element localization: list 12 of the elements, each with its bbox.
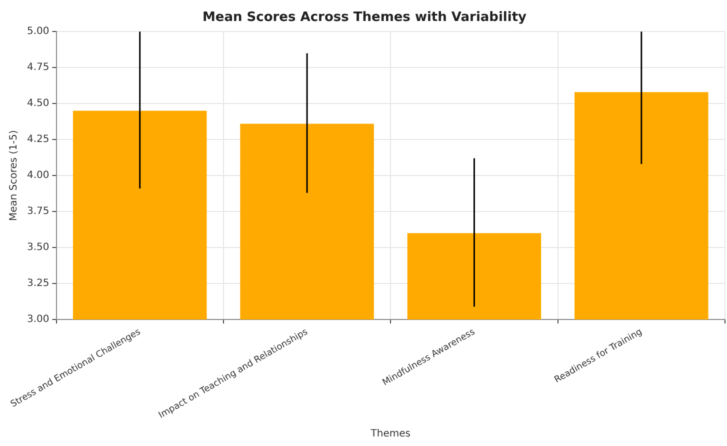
chart-title: Mean Scores Across Themes with Variability [202,10,528,26]
y-tick-label: 4.25 [27,134,50,146]
y-tick-label: 4.75 [27,62,50,74]
y-tick-label: 4.00 [27,170,50,182]
y-tick-label: 3.75 [27,206,50,218]
y-tick-label: 5.00 [27,26,50,38]
x-axis-title: Themes [370,428,410,440]
y-tick-label: 4.50 [27,98,50,110]
y-tick-label: 3.00 [27,314,50,326]
y-tick-label: 3.50 [27,242,50,254]
y-tick-label: 3.25 [27,278,50,290]
y-axis-title: Mean Scores (1-5) [8,130,20,222]
